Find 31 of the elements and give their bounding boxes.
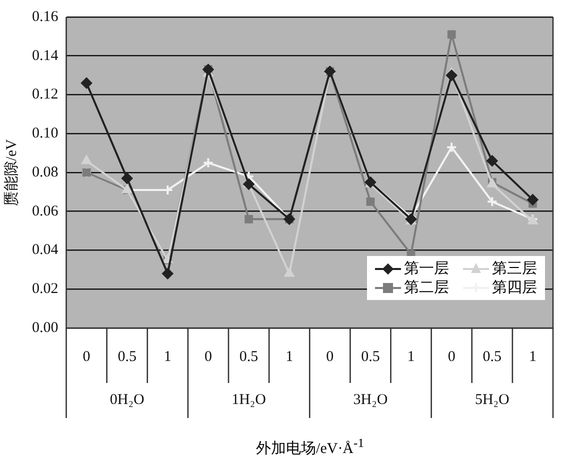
y-tick-label: 0.00 [32, 320, 58, 336]
y-tick-label: 0.08 [32, 164, 58, 180]
x-tick-label: 0.5 [361, 348, 380, 365]
x-tick-label: 0.5 [482, 348, 502, 365]
y-tick-label: 0.10 [32, 126, 58, 142]
legend-label: 第三层 [492, 260, 537, 278]
legend-label: 第二层 [404, 279, 449, 297]
legend-label: 第四层 [492, 279, 537, 297]
text: 5H₂O [474, 392, 510, 408]
text: 3H₂O [353, 392, 388, 408]
x-axis-title: 外加电场/eV·Å$^{-1}$ [255, 436, 365, 458]
y-tick-label: 0.16 [32, 8, 59, 25]
x-tick-label: 1 [528, 348, 536, 365]
x-tick-label: 0 [204, 348, 212, 365]
x-tick-label: 0 [326, 348, 334, 365]
x-tick-label: 0 [448, 348, 456, 365]
x-tick-label: 0.5 [239, 348, 258, 365]
x-tick-label: 1 [164, 348, 172, 365]
legend-label: 第一层 [404, 260, 449, 278]
x-tick-label: 0.5 [118, 348, 136, 365]
text: 0H₂O [110, 392, 144, 408]
y-tick-label: 0.02 [32, 281, 58, 298]
text: 1H₂O [232, 392, 266, 408]
x-tick-label: 1 [286, 348, 294, 365]
y-tick-label: 0.06 [32, 203, 59, 220]
y-tick-label: 0.04 [32, 242, 59, 258]
y-tick-label: 0.12 [32, 86, 58, 103]
x-tick-label: 0 [82, 348, 90, 365]
x-tick-label: 1 [407, 348, 415, 365]
y-axis-title: 赝能隙/eV [2, 139, 20, 206]
y-tick-label: 0.14 [32, 48, 59, 64]
